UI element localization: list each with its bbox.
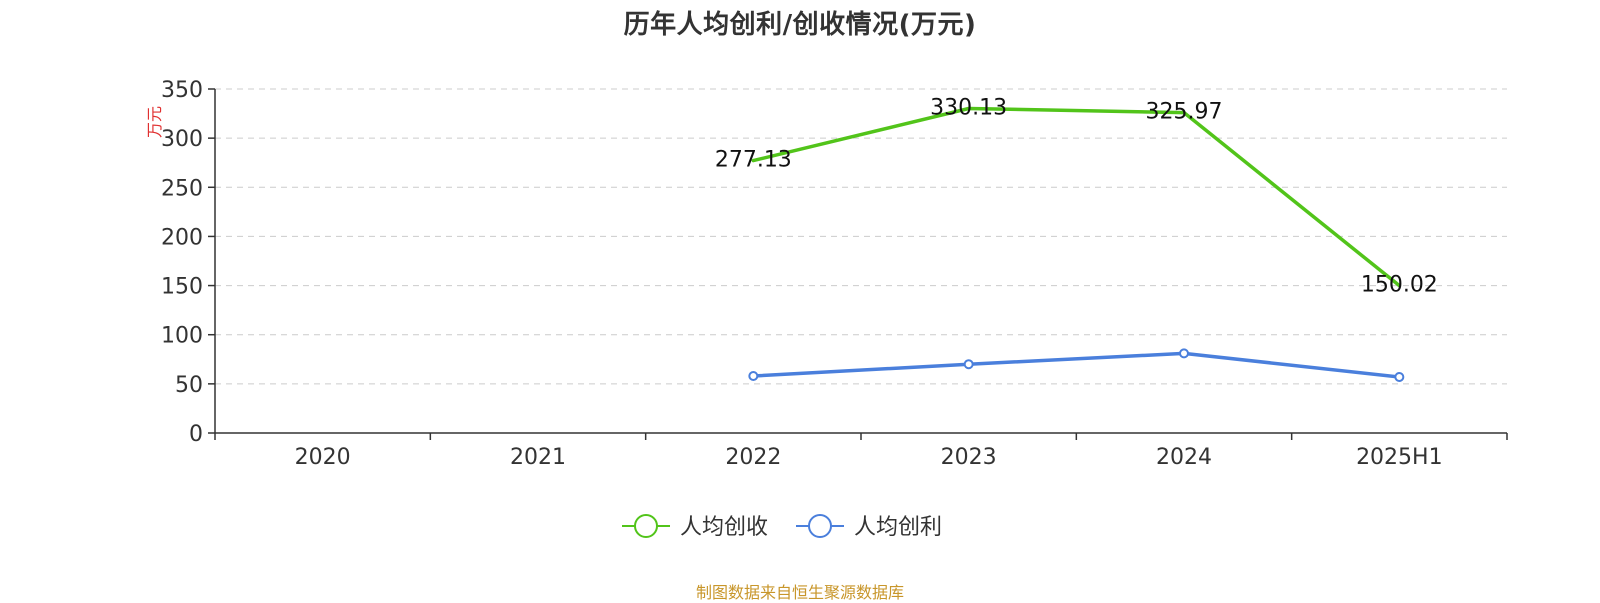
legend-item-0[interactable]: 人均创收 bbox=[622, 514, 768, 540]
data-point-1 bbox=[1179, 348, 1189, 359]
data-label-0: 277.13 bbox=[715, 148, 792, 173]
y-tick-label: 0 bbox=[189, 422, 203, 447]
data-point-1 bbox=[963, 359, 974, 370]
legend-marker-icon bbox=[808, 514, 832, 538]
y-axis-unit-label: 万元 bbox=[145, 106, 164, 138]
x-tick-label: 2023 bbox=[941, 445, 997, 470]
data-label-0: 150.02 bbox=[1361, 273, 1438, 298]
legend-label: 人均创收 bbox=[680, 515, 768, 540]
y-tick-label: 50 bbox=[175, 373, 203, 398]
y-tick-label: 100 bbox=[161, 324, 203, 349]
x-tick-label: 2024 bbox=[1156, 445, 1212, 470]
legend-marker-icon bbox=[634, 514, 658, 538]
x-tick-label: 2021 bbox=[510, 445, 566, 470]
x-tick-label: 2020 bbox=[295, 445, 351, 470]
y-tick-label: 350 bbox=[161, 78, 203, 103]
y-tick-label: 250 bbox=[161, 176, 203, 201]
series-line-0 bbox=[751, 106, 1402, 288]
data-point-1 bbox=[1394, 371, 1405, 382]
data-point-1 bbox=[748, 370, 759, 381]
x-tick-label: 2022 bbox=[725, 445, 781, 470]
chart-title: 历年人均创利/创收情况(万元) bbox=[623, 10, 977, 40]
source-note: 制图数据来自恒生聚源数据库 bbox=[695, 583, 904, 602]
y-tick-label: 150 bbox=[161, 275, 203, 300]
legend-label: 人均创利 bbox=[854, 515, 942, 540]
series bbox=[748, 106, 1405, 382]
y-tick-label: 300 bbox=[161, 127, 203, 152]
series-line-1 bbox=[751, 351, 1402, 379]
data-label-0: 330.13 bbox=[930, 96, 1007, 121]
data-labels: 277.13 330.13 325.97 150.02 bbox=[715, 96, 1438, 298]
legend-item-1[interactable]: 人均创利 bbox=[796, 514, 942, 540]
data-label-0: 325.97 bbox=[1146, 100, 1223, 125]
x-tick-label: 2025H1 bbox=[1356, 445, 1443, 470]
legend[interactable]: 人均创收 人均创利 bbox=[622, 514, 942, 540]
y-tick-label: 200 bbox=[161, 225, 203, 250]
axes: 万元 0 50 100 150 200 250 300 350 2020 2021 2022 2023… bbox=[145, 78, 1508, 470]
